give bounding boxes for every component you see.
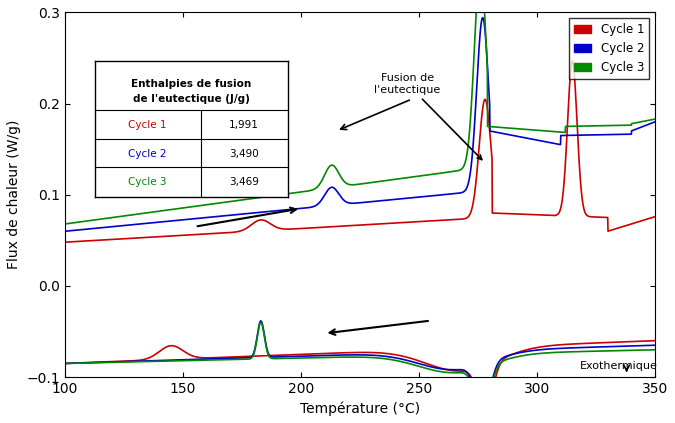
- Text: 1,991: 1,991: [229, 120, 259, 130]
- Y-axis label: Flux de chaleur (W/g): Flux de chaleur (W/g): [7, 120, 21, 269]
- X-axis label: Température (°C): Température (°C): [300, 401, 420, 416]
- Text: Cycle 1: Cycle 1: [128, 120, 166, 130]
- Text: Enthalpies de fusion: Enthalpies de fusion: [132, 79, 252, 89]
- Text: Cycle 2: Cycle 2: [128, 148, 166, 159]
- Text: Fusion de
l'eutectique: Fusion de l'eutectique: [374, 73, 482, 159]
- Text: Exothermique: Exothermique: [579, 361, 657, 371]
- Text: 3,490: 3,490: [229, 148, 259, 159]
- Text: 3,469: 3,469: [229, 177, 259, 187]
- Text: de l'eutectique (J/g): de l'eutectique (J/g): [133, 94, 250, 104]
- Legend: Cycle 1, Cycle 2, Cycle 3: Cycle 1, Cycle 2, Cycle 3: [569, 18, 649, 79]
- Text: Cycle 3: Cycle 3: [128, 177, 166, 187]
